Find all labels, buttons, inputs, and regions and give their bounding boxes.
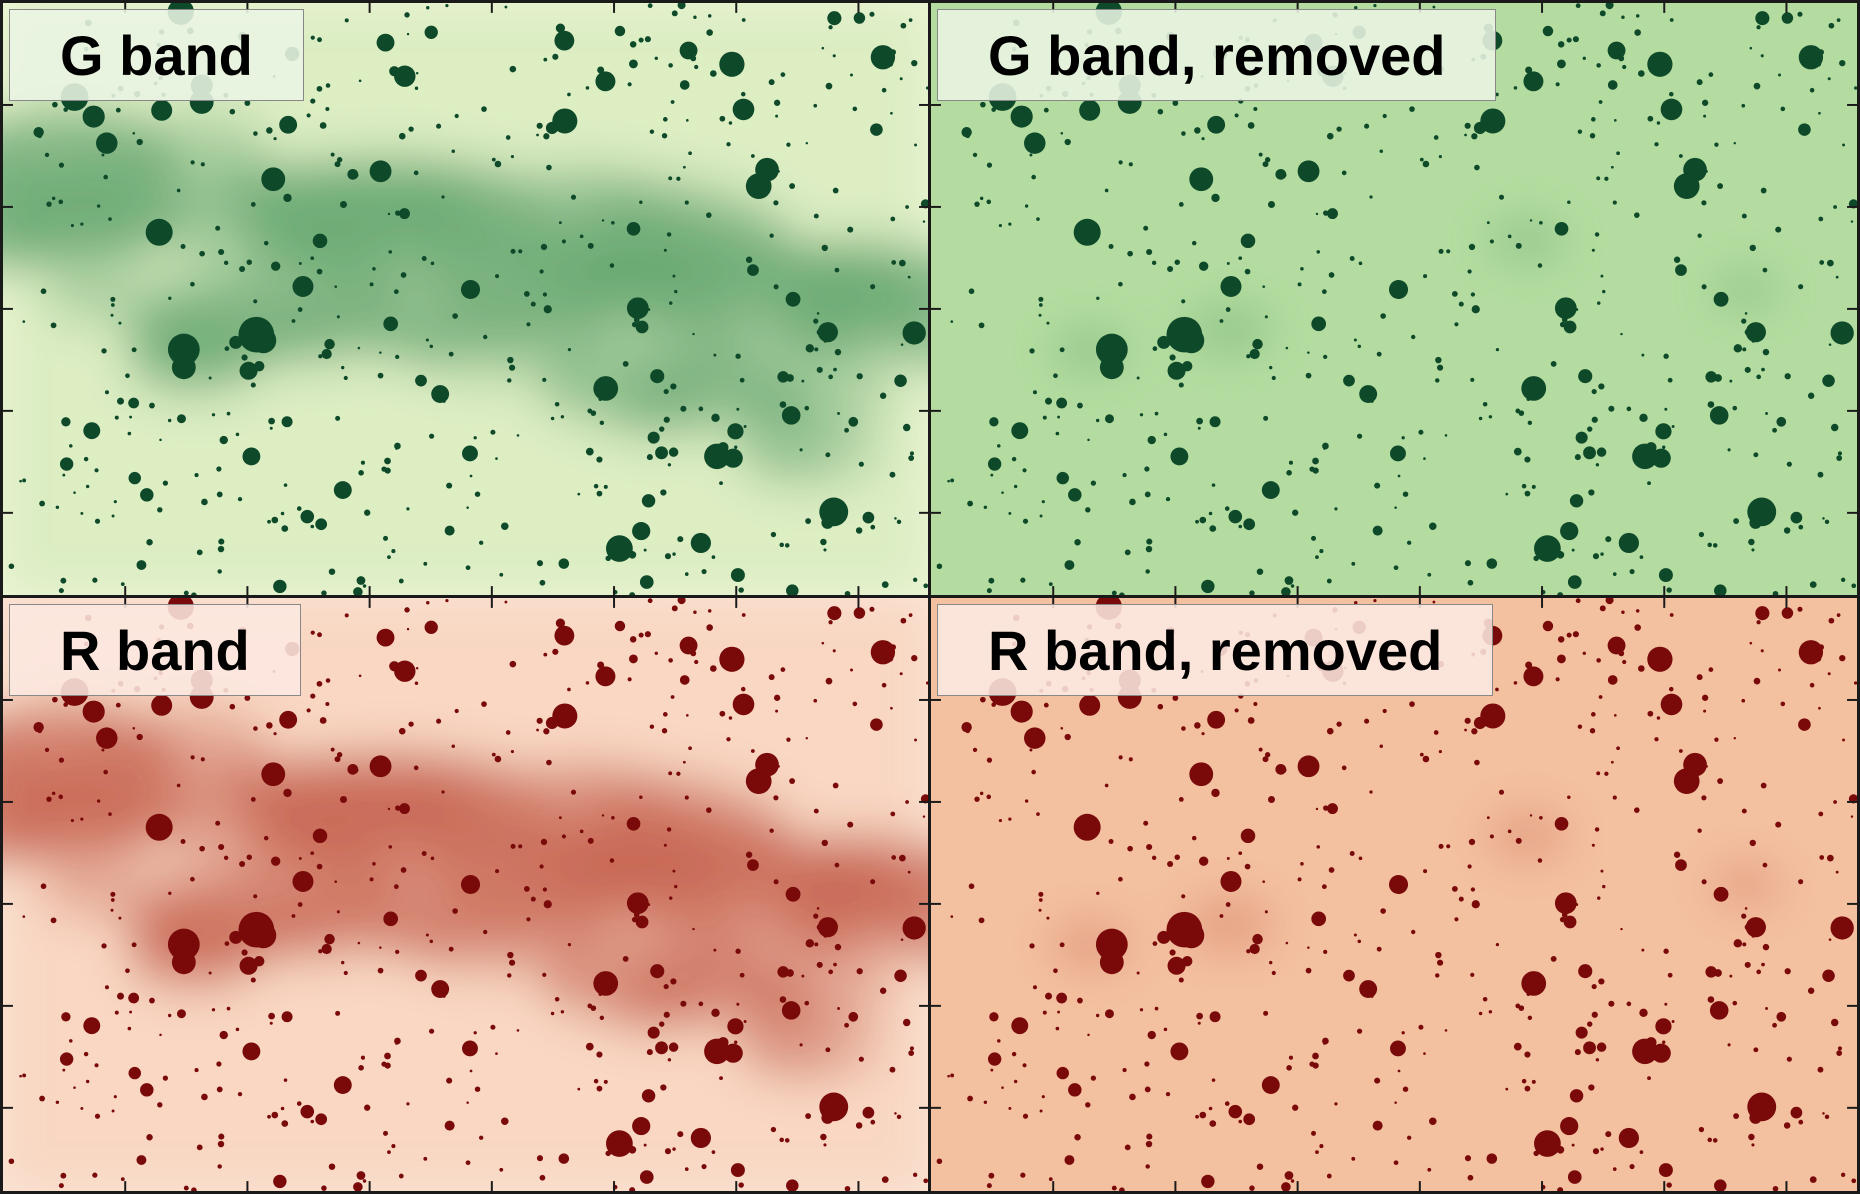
panel-label: G band [9, 9, 304, 101]
stars [8, 598, 929, 1191]
panel-g-band-removed: G band, removed [928, 0, 1860, 599]
nebula-filament [3, 598, 929, 1191]
g-band-image [3, 3, 929, 596]
panel-g-band: G band [0, 0, 932, 599]
panel-label: G band, removed [937, 9, 1497, 101]
panel-r-band-removed: R band, removed [928, 595, 1860, 1194]
panel-r-band: R band [0, 595, 932, 1194]
stars [936, 598, 1857, 1191]
r-band-removed-image [931, 598, 1857, 1191]
panel-label: R band [9, 604, 301, 696]
stars [8, 3, 929, 596]
panel-label: R band, removed [937, 604, 1494, 696]
r-band-image [3, 598, 929, 1191]
